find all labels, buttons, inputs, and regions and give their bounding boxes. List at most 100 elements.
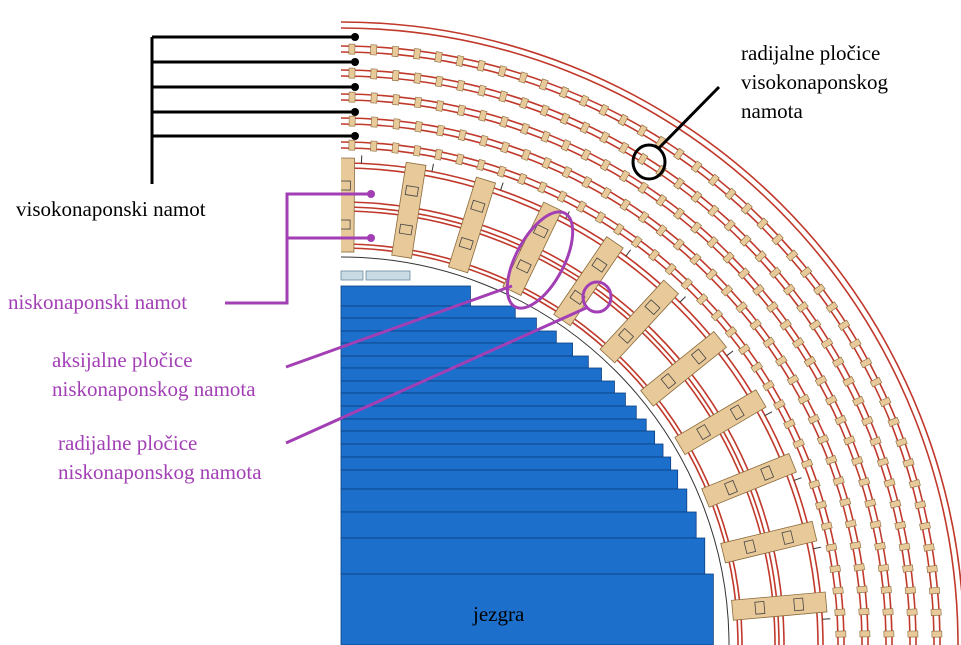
hv-radial-spacer [520, 122, 530, 135]
hv-radial-spacer [908, 479, 921, 489]
hv-radial-spacer [814, 375, 828, 387]
core-lamination [340, 430, 656, 445]
lv-axial-spacer [720, 520, 818, 564]
hv-radial-spacer [849, 541, 862, 550]
hv-radial-spacer [882, 608, 894, 616]
hv-radial-spacer [869, 520, 882, 529]
lv-winding-tick [726, 350, 734, 357]
hv-radial-spacer [541, 156, 552, 170]
hv-radial-spacer [561, 166, 573, 179]
hv-radial-spacer [706, 236, 719, 249]
hv-radial-spacer [414, 121, 423, 133]
hv-radial-spacer [832, 476, 845, 486]
hv-radial-spacer [599, 131, 610, 144]
hv-winding [341, 21, 961, 645]
lv-axial-spacer [502, 201, 563, 296]
hv-radial-spacer [412, 145, 422, 157]
hv-radial-spacer [476, 59, 486, 72]
hv-radial-spacer [630, 235, 643, 249]
lv-axial-spacer [640, 331, 727, 407]
hv-radial-spacer [648, 248, 660, 262]
hv-radial-spacer [816, 434, 830, 445]
hv-radial-spacer [919, 521, 931, 531]
lv-axial-spacer-label-line2: niskonaponskog namota [52, 377, 256, 401]
hv-radial-spacer [348, 43, 356, 55]
lv-winding-label: niskonaponski namot [8, 290, 187, 314]
hv-radial-spacer [807, 413, 820, 425]
hv-radial-spacer [690, 190, 703, 204]
core-lamination [340, 469, 679, 490]
lv-winding-tick [431, 163, 434, 172]
hv-radial-spacer [413, 72, 422, 84]
pressboard-strip [365, 270, 411, 281]
hv-radial-spacer [859, 630, 871, 638]
core-lamination [340, 511, 697, 539]
hv-radial-spacer [598, 103, 610, 117]
hv-radial-spacer [849, 338, 862, 350]
hv-radial-spacer [864, 498, 877, 508]
hv-radial-spacer [413, 48, 421, 60]
lv-axial-spacer [599, 279, 680, 364]
lv-radial-spacer-label-line1: radijalne pločice [58, 431, 197, 455]
hv-radial-spacer [723, 219, 736, 232]
hv-radial-spacer [540, 130, 551, 143]
hv-radial-spacer [792, 438, 805, 449]
hv-radial-spacer [783, 418, 796, 430]
hv-radial-spacer [931, 630, 943, 638]
hv-radial-spacer [655, 224, 668, 237]
lv-axial-spacer [731, 591, 828, 621]
hv-radial-spacer [710, 309, 724, 322]
hv-radial-spacer [370, 44, 378, 56]
hv-radial-spacer-label-line3: namota [741, 99, 803, 123]
hv-radial-spacer [618, 169, 631, 183]
hv-radial-spacer [594, 211, 606, 224]
hv-radial-spacer [707, 173, 720, 187]
hv-radial-spacer [637, 152, 649, 166]
hv-radial-spacer [775, 355, 788, 367]
hv-radial-spacer [705, 268, 718, 281]
hv-radial-spacer [858, 477, 871, 487]
hv-radial-spacer [457, 129, 467, 142]
core-lamination [340, 573, 714, 645]
hv-radial-spacer [737, 267, 750, 280]
hv-radial-spacer [861, 415, 874, 427]
hv-radial-spacer [435, 100, 444, 112]
hv-radial-spacer [696, 293, 709, 306]
hv-radial-spacer [664, 262, 677, 276]
hv-radial-spacer [737, 343, 751, 356]
hv-radial-spacer [800, 458, 814, 469]
hv-radial-spacer-label-line1: radijalne pločice [741, 41, 880, 65]
lv-winding-tick [625, 249, 632, 257]
hv-radial-spacer [808, 479, 821, 490]
hv-radial-spacer [769, 266, 782, 279]
hv-radial-spacer [749, 318, 762, 331]
hv-radial-spacer [722, 251, 735, 264]
hv-radial-spacer [883, 478, 896, 488]
hv-radial-spacer [370, 116, 378, 128]
hv-radial-spacer [392, 94, 400, 106]
hv-radial-spacer [883, 630, 895, 638]
hv-radial-spacer [476, 158, 486, 171]
hv-radial-spacer [477, 84, 487, 97]
lv-axial-spacer [447, 176, 497, 274]
core-pressboard-strips [340, 270, 411, 281]
hv-radial-spacer [785, 249, 799, 262]
hv-radial-spacer [735, 301, 748, 314]
hv-winding-conductor [341, 21, 961, 594]
core-lamination [340, 443, 664, 458]
hv-radial-spacer [762, 336, 776, 349]
hv-radial-spacer [853, 563, 865, 572]
hv-radial-spacer [655, 194, 668, 207]
hv-radial-spacer [930, 608, 942, 616]
hv-radial-spacer [391, 142, 400, 154]
hv-radial-spacer [434, 51, 443, 63]
hv-radial-spacer [517, 172, 528, 186]
core-boundary [340, 256, 730, 645]
core-lamination [340, 488, 688, 513]
hv-radial-spacer [391, 70, 400, 82]
hv-radial-spacer [478, 109, 488, 122]
hv-radial-spacer [707, 204, 720, 217]
hv-radial-spacer [834, 608, 846, 616]
hv-radial-spacer [739, 234, 752, 247]
